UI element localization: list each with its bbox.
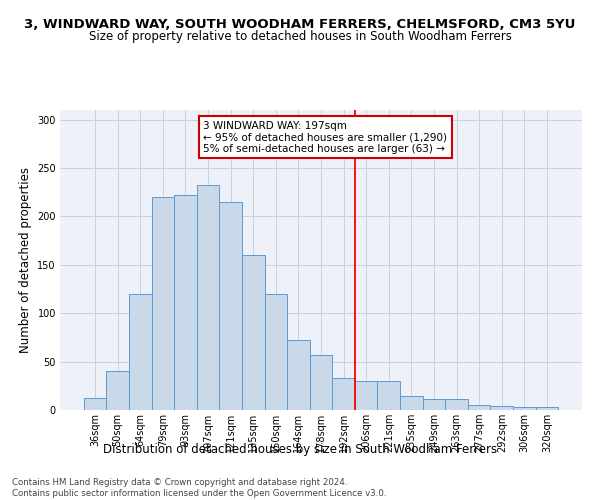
Bar <box>536 407 558 410</box>
Text: 3, WINDWARD WAY, SOUTH WOODHAM FERRERS, CHELMSFORD, CM3 5YU: 3, WINDWARD WAY, SOUTH WOODHAM FERRERS, … <box>25 18 575 30</box>
Bar <box>220 202 242 410</box>
Bar <box>287 340 310 410</box>
Bar <box>197 186 220 410</box>
Bar <box>445 400 468 410</box>
Bar <box>174 195 197 410</box>
Bar <box>152 197 174 410</box>
Bar <box>129 294 152 410</box>
Bar <box>84 398 106 410</box>
Bar <box>490 406 513 410</box>
Text: Size of property relative to detached houses in South Woodham Ferrers: Size of property relative to detached ho… <box>89 30 511 43</box>
Bar <box>310 355 332 410</box>
Text: 3 WINDWARD WAY: 197sqm
← 95% of detached houses are smaller (1,290)
5% of semi-d: 3 WINDWARD WAY: 197sqm ← 95% of detached… <box>203 120 448 154</box>
Bar <box>513 407 536 410</box>
Text: Contains HM Land Registry data © Crown copyright and database right 2024.
Contai: Contains HM Land Registry data © Crown c… <box>12 478 386 498</box>
Bar <box>468 405 490 410</box>
Bar <box>377 381 400 410</box>
Bar <box>106 372 129 410</box>
Text: Distribution of detached houses by size in South Woodham Ferrers: Distribution of detached houses by size … <box>103 442 497 456</box>
Bar <box>265 294 287 410</box>
Bar <box>242 255 265 410</box>
Y-axis label: Number of detached properties: Number of detached properties <box>19 167 32 353</box>
Bar <box>332 378 355 410</box>
Bar <box>400 396 422 410</box>
Bar <box>355 381 377 410</box>
Bar <box>422 400 445 410</box>
